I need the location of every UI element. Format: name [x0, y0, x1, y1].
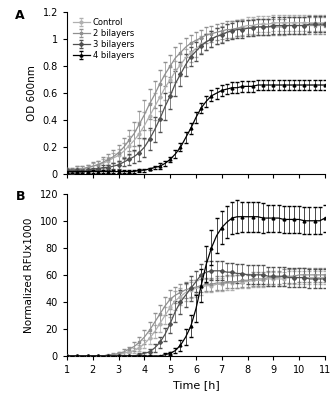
Text: A: A — [15, 9, 25, 22]
Legend: Control, 2 bilayers, 3 bilayers, 4 bilayers: Control, 2 bilayers, 3 bilayers, 4 bilay… — [71, 16, 136, 62]
X-axis label: Time [h]: Time [h] — [173, 380, 219, 390]
Y-axis label: Normalized RFUx1000: Normalized RFUx1000 — [24, 217, 34, 332]
Text: B: B — [15, 190, 25, 204]
Y-axis label: OD 600nm: OD 600nm — [27, 65, 37, 121]
